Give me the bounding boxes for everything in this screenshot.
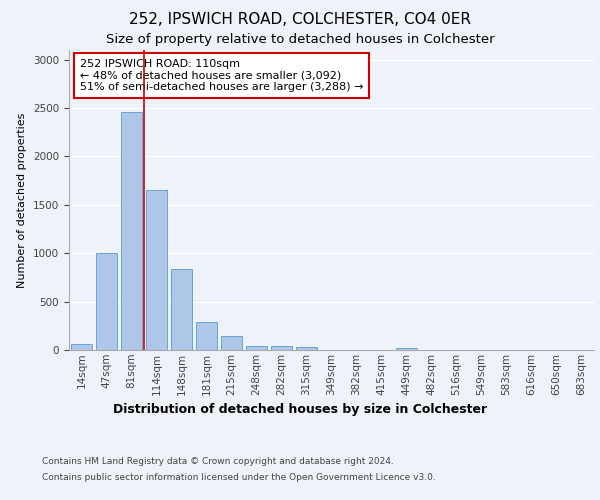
Bar — [96, 253, 117, 350]
Text: Contains public sector information licensed under the Open Government Licence v3: Contains public sector information licen… — [42, 472, 436, 482]
Bar — [71, 344, 92, 350]
Text: Distribution of detached houses by size in Colchester: Distribution of detached houses by size … — [113, 402, 487, 415]
Bar — [171, 268, 192, 350]
Text: 252 IPSWICH ROAD: 110sqm
← 48% of detached houses are smaller (3,092)
51% of sem: 252 IPSWICH ROAD: 110sqm ← 48% of detach… — [79, 59, 363, 92]
Text: 252, IPSWICH ROAD, COLCHESTER, CO4 0ER: 252, IPSWICH ROAD, COLCHESTER, CO4 0ER — [129, 12, 471, 28]
Bar — [221, 336, 242, 350]
Bar — [196, 322, 217, 350]
Text: Contains HM Land Registry data © Crown copyright and database right 2024.: Contains HM Land Registry data © Crown c… — [42, 458, 394, 466]
Y-axis label: Number of detached properties: Number of detached properties — [17, 112, 28, 288]
Bar — [246, 346, 267, 350]
Bar — [146, 190, 167, 350]
Bar — [271, 346, 292, 350]
Bar — [296, 347, 317, 350]
Bar — [121, 112, 142, 350]
Text: Size of property relative to detached houses in Colchester: Size of property relative to detached ho… — [106, 32, 494, 46]
Bar — [396, 348, 417, 350]
